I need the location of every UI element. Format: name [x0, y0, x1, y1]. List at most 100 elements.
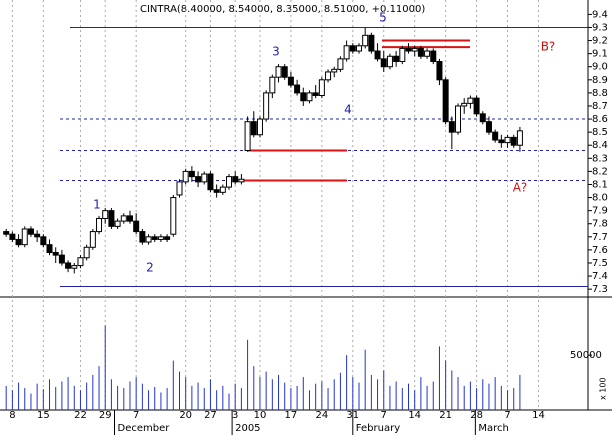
- candle-body: [120, 215, 127, 222]
- y-tick-label: 9.0: [592, 62, 608, 73]
- y-tick-label: 8.2: [592, 166, 608, 177]
- x-tick-label: 10: [254, 410, 267, 421]
- candle-body: [504, 136, 511, 144]
- x-tick-label: 22: [74, 410, 87, 421]
- candle-body: [207, 173, 214, 191]
- candle-body: [164, 236, 171, 240]
- y-tick-label: 8.0: [592, 193, 608, 204]
- y-tick-label: 7.5: [592, 258, 608, 269]
- candle-body: [510, 136, 517, 146]
- candle-body: [424, 50, 431, 57]
- candle-body: [393, 55, 400, 62]
- x-tick-label: 17: [285, 410, 298, 421]
- candle-body: [46, 244, 53, 254]
- candle-body: [219, 186, 226, 193]
- candle-body: [114, 220, 121, 227]
- candle-body: [411, 47, 418, 52]
- candle-body: [300, 92, 307, 102]
- candle-body: [89, 231, 96, 248]
- candle-body: [349, 45, 356, 52]
- x-tick-label: 7: [504, 410, 510, 421]
- candle-body: [374, 50, 381, 60]
- candle-body: [226, 176, 233, 188]
- candle-body: [405, 47, 412, 52]
- candle-body: [133, 220, 140, 233]
- candle-body: [362, 34, 369, 47]
- y-tick-label: 8.7: [592, 101, 608, 112]
- month-label: December: [118, 423, 171, 434]
- candle-body: [34, 233, 41, 238]
- y-tick-label: 9.4: [592, 9, 608, 20]
- month-label: March: [478, 423, 508, 434]
- candle-body: [77, 257, 84, 267]
- candle-body: [232, 176, 239, 183]
- x-tick-label: 14: [532, 410, 545, 421]
- candle-body: [455, 105, 462, 133]
- y-tick-label: 7.8: [592, 219, 608, 230]
- candle-body: [343, 45, 350, 60]
- y-tick-label: 8.3: [592, 153, 608, 164]
- annotation: 1: [93, 198, 101, 212]
- candle-body: [244, 121, 251, 151]
- candle-body: [151, 236, 158, 240]
- candle-body: [126, 215, 133, 222]
- y-tick-label: 7.4: [592, 271, 608, 282]
- candle-body: [473, 97, 480, 115]
- y-tick-label: 8.4: [592, 140, 608, 151]
- candle-body: [386, 55, 393, 68]
- candle-body: [306, 92, 313, 102]
- x-tick-label: 20: [179, 410, 192, 421]
- x-tick-label: 15: [37, 410, 50, 421]
- month-label: 2005: [235, 423, 260, 434]
- chart-title: CINTRA(8.40000, 8.54000, 8.35000, 8.5100…: [140, 4, 425, 15]
- y-tick-label: 8.1: [592, 179, 608, 190]
- candle-body: [485, 121, 492, 133]
- candle-body: [355, 45, 362, 52]
- candle-body: [312, 92, 319, 97]
- x-tick-label: 28: [470, 410, 483, 421]
- y-tick-label: 7.3: [592, 284, 608, 295]
- candle-body: [139, 231, 146, 243]
- candle-body: [157, 236, 164, 240]
- candle-body: [448, 121, 455, 133]
- candle-body: [399, 47, 406, 62]
- candle-body: [27, 228, 34, 235]
- candle-body: [479, 113, 486, 123]
- candle-body: [318, 79, 325, 97]
- candle-body: [294, 84, 301, 94]
- candle-body: [58, 254, 65, 264]
- y-tick-label: 9.2: [592, 36, 608, 47]
- annotation: 2: [146, 261, 154, 275]
- candle-body: [15, 238, 22, 246]
- month-label: February: [356, 423, 400, 434]
- candle-body: [182, 170, 189, 183]
- annotation: A?: [513, 181, 528, 195]
- candle-body: [96, 217, 103, 233]
- y-tick-label: 8.6: [592, 114, 608, 125]
- candle-body: [263, 92, 270, 120]
- x-tick-label: 7: [381, 410, 387, 421]
- candle-body: [269, 76, 276, 94]
- x-tick-label: 24: [315, 410, 328, 421]
- candle-body: [492, 131, 499, 141]
- x-tick-label: 14: [408, 410, 421, 421]
- candle-body: [9, 233, 16, 240]
- candle-body: [467, 97, 474, 104]
- candle-body: [275, 66, 282, 78]
- candle-body: [430, 50, 437, 62]
- candle-body: [281, 66, 288, 78]
- candle-body: [176, 181, 183, 196]
- candle-body: [40, 236, 47, 246]
- candle-body: [83, 246, 90, 259]
- candle-body: [380, 58, 387, 68]
- candle-body: [108, 210, 115, 227]
- candle-body: [337, 58, 344, 70]
- unit-note: x 100: [599, 377, 608, 400]
- y-tick-label: 8.8: [592, 88, 608, 99]
- candle-body: [461, 102, 468, 107]
- candle-body: [145, 236, 152, 243]
- candle-body: [516, 130, 523, 146]
- candle-body: [238, 178, 245, 183]
- annotation: 3: [272, 45, 280, 59]
